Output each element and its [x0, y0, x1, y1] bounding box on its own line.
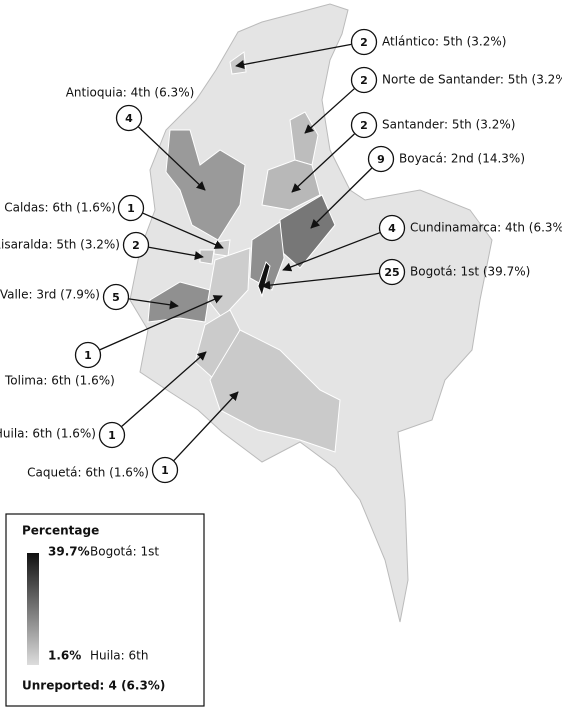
region-count: 4: [125, 112, 133, 125]
region-count: 25: [384, 266, 399, 279]
callout-arrow: [235, 43, 352, 69]
region-label: Valle: 3rd (7.9%): [0, 288, 100, 302]
region-label: Tolima: 6th (1.6%): [4, 374, 115, 388]
region-count: 2: [360, 119, 368, 132]
region-count: 9: [377, 153, 385, 166]
callout-arrow: [142, 212, 224, 249]
region-label: Huila: 6th (1.6%): [0, 427, 96, 441]
count-badge: [350, 28, 378, 56]
region-count: 1: [127, 202, 135, 215]
region-label: Boyacá: 2nd (14.3%): [399, 152, 525, 166]
callout-arrow: [148, 246, 204, 261]
legend-unreported: Unreported: 4 (6.3%): [22, 679, 165, 693]
count-badge: [378, 258, 406, 286]
count-badge: [367, 145, 395, 173]
count-badge: [102, 283, 130, 311]
legend: Percentage 39.7% Bogotá: 1st 1.6% Huila:…: [5, 513, 205, 707]
legend-min: 1.6%: [48, 649, 81, 663]
region-count: 2: [132, 239, 140, 252]
legend-gradient: [27, 553, 39, 665]
region-shape: [261, 159, 321, 211]
legend-max-name: Bogotá: 1st: [90, 545, 159, 559]
callout-arrow: [137, 126, 206, 191]
region-count: 2: [360, 74, 368, 87]
count-badge: [350, 66, 378, 94]
region-shape: [147, 281, 211, 323]
callout-arrow: [304, 88, 355, 134]
region-count: 1: [108, 429, 116, 442]
callout-arrow: [261, 272, 380, 290]
count-badge: [74, 341, 102, 369]
region-label: Santander: 5th (3.2%): [382, 118, 515, 132]
region-label: Cundinamarca: 4th (6.3%): [410, 221, 562, 235]
region-label: Risaralda: 5th (3.2%): [0, 238, 120, 252]
region-count: 1: [84, 349, 92, 362]
callout-arrow: [173, 391, 239, 461]
callouts: 2 Atlántico: 5th (3.2%) 2 Norte de Santande…: [0, 28, 562, 484]
region-label: Caquetá: 6th (1.6%): [27, 466, 149, 480]
legend-max: 39.7%: [48, 545, 90, 559]
legend-min-name: Huila: 6th: [90, 649, 148, 663]
callout-arrow: [291, 133, 355, 193]
region-label: Norte de Santander: 5th (3.2%): [382, 73, 562, 87]
region-count: 2: [360, 36, 368, 49]
callout-arrow: [310, 167, 373, 229]
region-shape: [257, 261, 271, 298]
count-badge: [378, 214, 406, 242]
count-badge: [115, 104, 143, 132]
region-label: Atlántico: 5th (3.2%): [382, 35, 506, 49]
count-badge: [98, 421, 126, 449]
region-label: Antioquia: 4th (6.3%): [66, 86, 195, 100]
callout-arrow: [99, 295, 223, 351]
region-label: Bogotá: 1st (39.7%): [410, 265, 530, 279]
region-shape: [209, 329, 341, 453]
count-badge: [350, 111, 378, 139]
region-count: 1: [161, 464, 169, 477]
legend-title: Percentage: [22, 524, 99, 538]
callout-arrow: [128, 298, 179, 310]
region-label: Caldas: 6th (1.6%): [4, 201, 116, 215]
region-shape: [249, 221, 285, 291]
count-badge: [122, 231, 150, 259]
callout-arrow: [121, 351, 207, 427]
region-count: 4: [388, 222, 396, 235]
count-badge: [117, 194, 145, 222]
region-count: 5: [112, 291, 120, 304]
count-badge: [151, 456, 179, 484]
callout-arrow: [282, 232, 381, 272]
